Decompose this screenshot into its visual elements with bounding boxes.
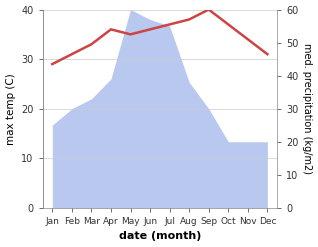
Y-axis label: med. precipitation (kg/m2): med. precipitation (kg/m2) (302, 43, 313, 174)
X-axis label: date (month): date (month) (119, 231, 201, 242)
Y-axis label: max temp (C): max temp (C) (5, 73, 16, 144)
